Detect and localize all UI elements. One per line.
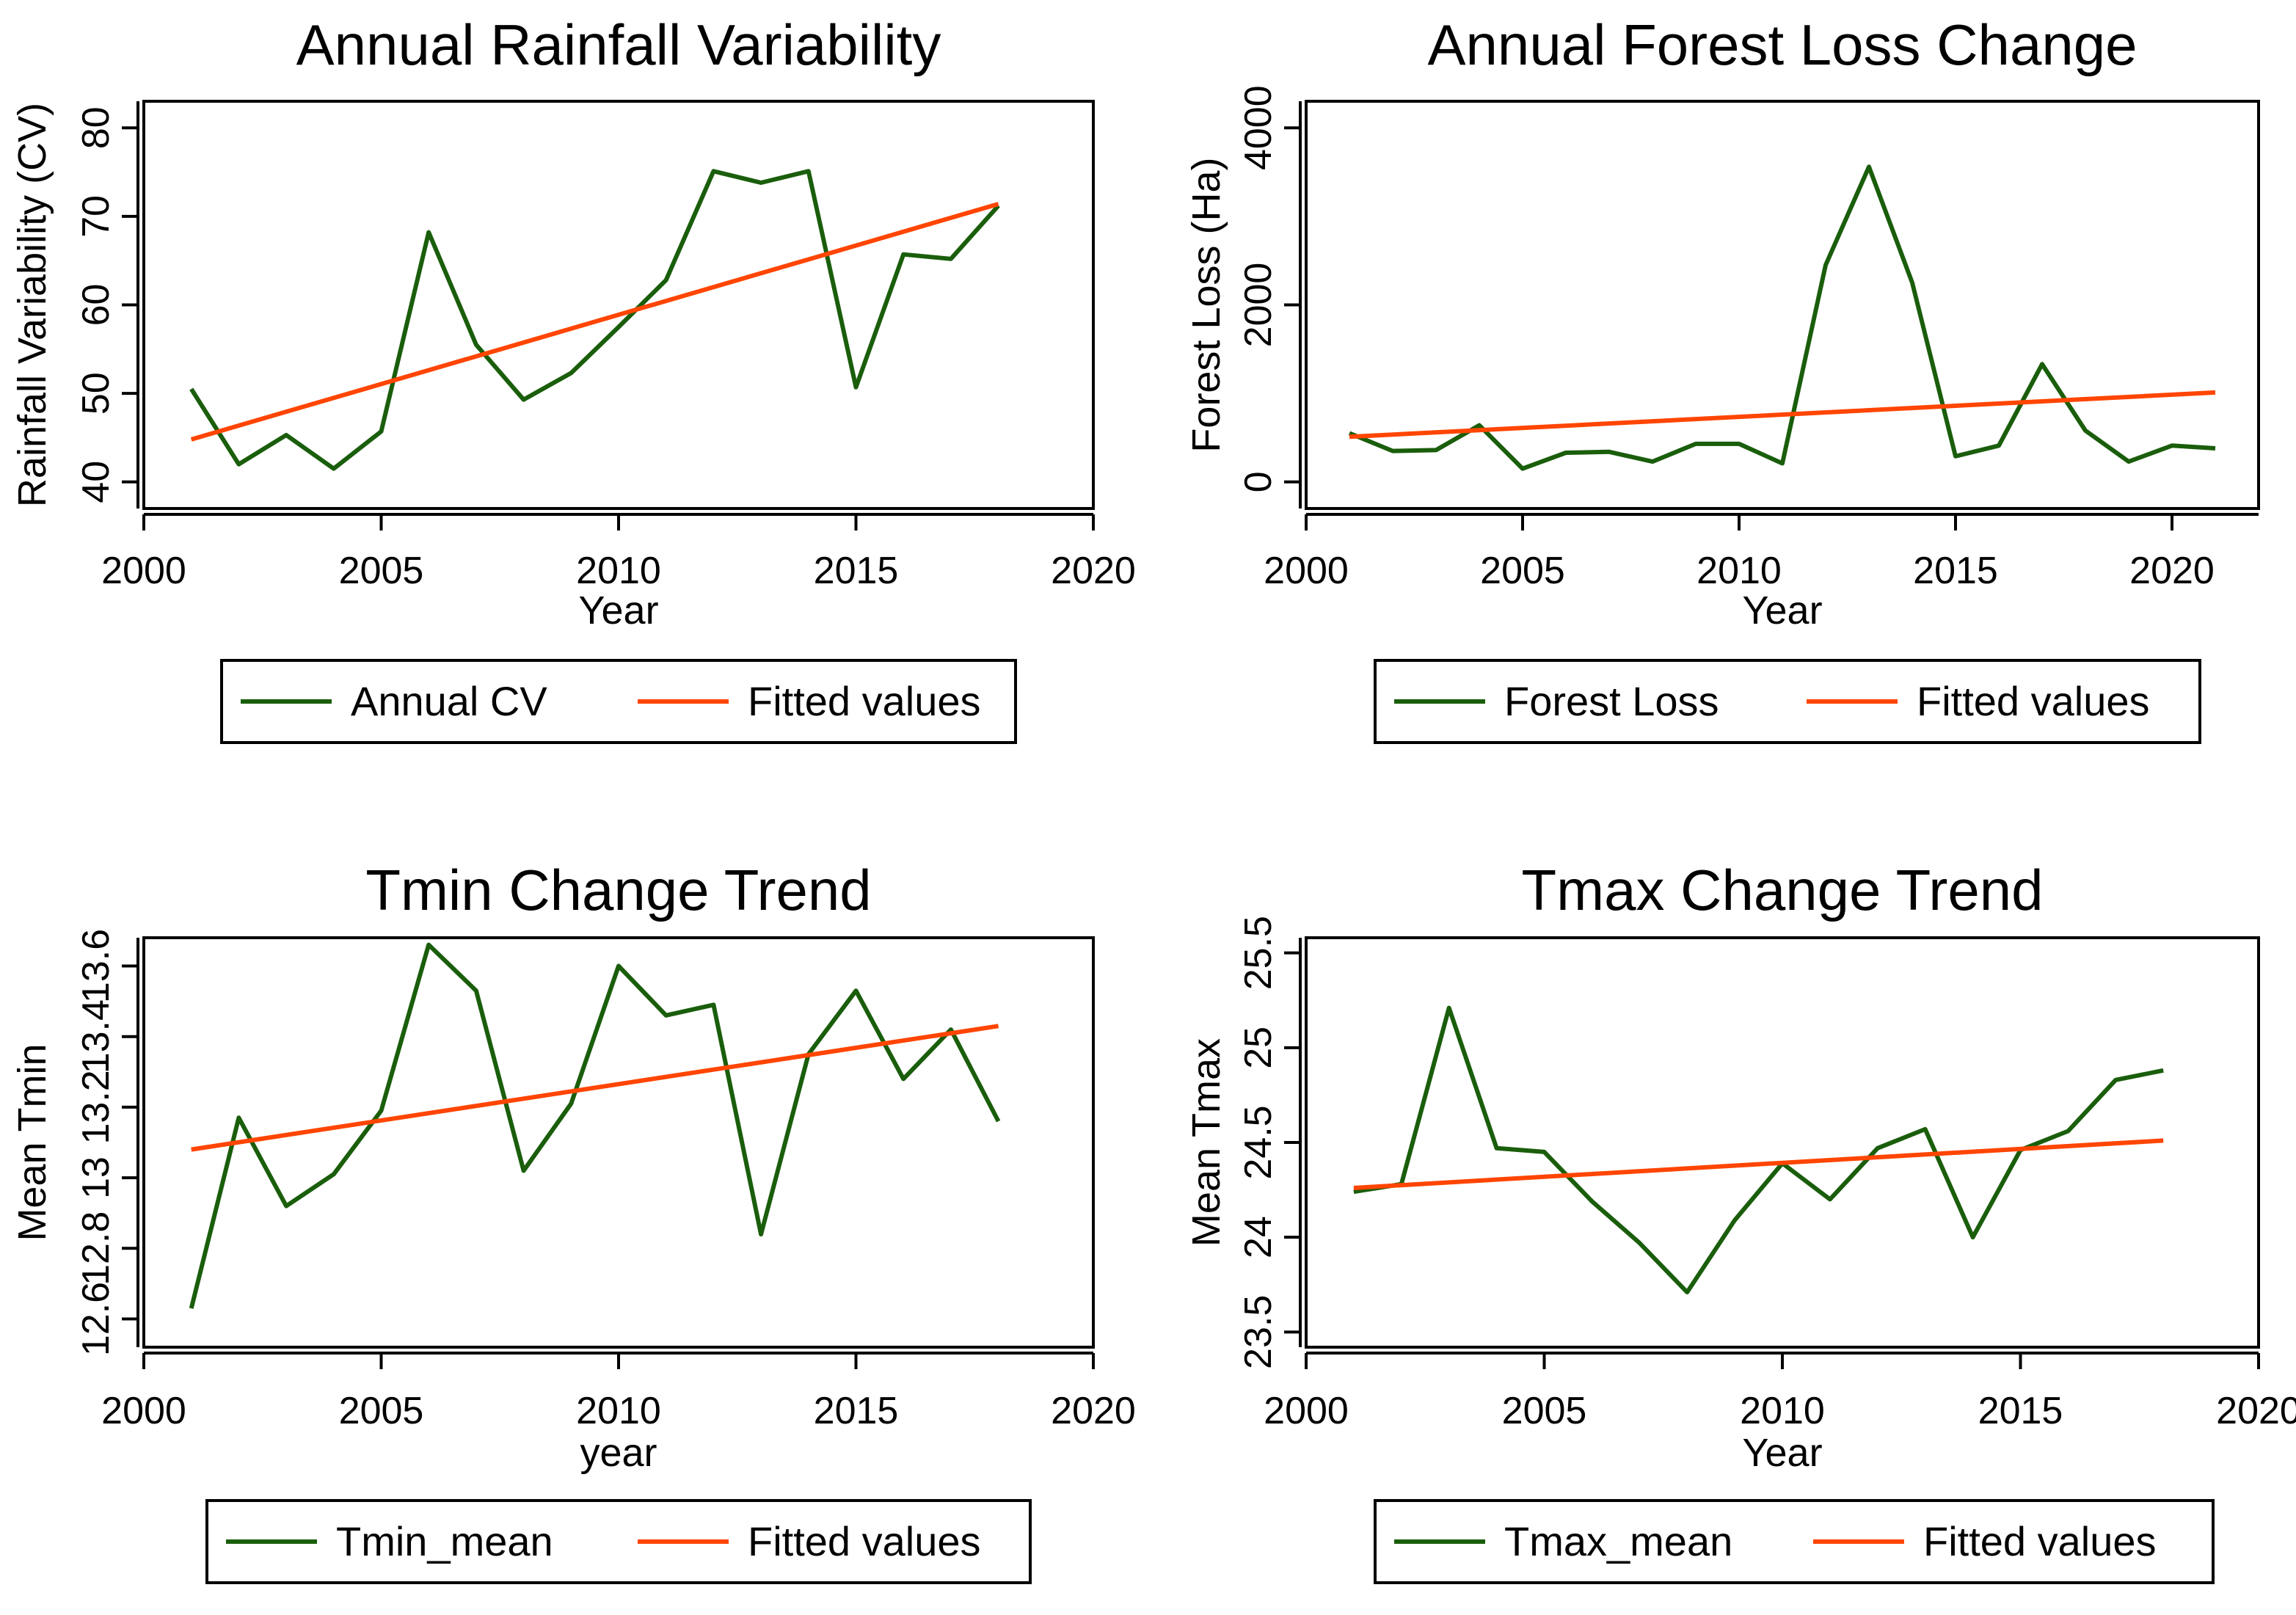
y-axis-title: Rainfall Variability (CV) bbox=[10, 103, 54, 507]
x-tick-label: 2000 bbox=[101, 550, 186, 592]
chart-title: Annual Forest Loss Change bbox=[1428, 12, 2138, 77]
y-axis-title: Mean Tmax bbox=[1184, 1038, 1228, 1247]
x-tick-label: 2010 bbox=[1740, 1390, 1825, 1432]
chart-panel-3: Tmin Change Trend 2000 2005 2010 2015 2020 12.… bbox=[10, 858, 1136, 1584]
legend-box bbox=[205, 1499, 1032, 1584]
y-tick-label: 24.5 bbox=[1237, 1105, 1280, 1179]
x-tick-label: 2020 bbox=[1051, 550, 1136, 592]
chart-title: Tmin Change Trend bbox=[365, 858, 871, 922]
y-tick-label: 50 bbox=[75, 372, 117, 415]
y-axis-title: Mean Tmin bbox=[10, 1043, 54, 1241]
chart-panel-1: Annual Rainfall Variability 2000 2005 2010 2… bbox=[10, 12, 1136, 744]
plot-frame bbox=[1305, 100, 2260, 510]
x-axis-title: Year bbox=[578, 588, 658, 632]
legend-label: Tmax_mean bbox=[1504, 1518, 1732, 1564]
y-tick-label: 23.5 bbox=[1237, 1295, 1280, 1369]
x-tick-label: 2015 bbox=[814, 1390, 899, 1432]
x-tick-label: 2000 bbox=[1264, 1390, 1349, 1432]
legend-label: Fitted values bbox=[1917, 678, 2150, 724]
x-tick-label: 2010 bbox=[576, 1390, 661, 1432]
series-line-fitted bbox=[1349, 390, 2216, 440]
series-line-observed bbox=[189, 942, 1001, 1309]
plot-frame bbox=[142, 100, 1095, 510]
series-line-fitted bbox=[191, 1024, 999, 1152]
x-tick-label: 2005 bbox=[1502, 1390, 1587, 1432]
y-tick-label: 80 bbox=[75, 106, 117, 149]
x-tick-label: 2010 bbox=[576, 550, 661, 592]
y-tick-label: 13.4 bbox=[75, 999, 117, 1073]
chart-title: Annual Rainfall Variability bbox=[296, 12, 941, 77]
legend-label: Fitted values bbox=[1923, 1518, 2157, 1564]
series-line-observed bbox=[189, 169, 1000, 471]
series-line-observed bbox=[1353, 1005, 2164, 1295]
y-axis-title: Forest Loss (Ha) bbox=[1184, 157, 1228, 452]
y-tick-label: 0 bbox=[1237, 471, 1280, 492]
x-tick-label: 2015 bbox=[1978, 1390, 2063, 1432]
series-line-observed bbox=[1348, 164, 2216, 471]
legend-label: Annual CV bbox=[351, 678, 547, 724]
y-tick-label: 40 bbox=[75, 461, 117, 503]
legend-box bbox=[220, 659, 1017, 744]
legend-label: Fitted values bbox=[748, 678, 981, 724]
y-tick-label: 4000 bbox=[1237, 85, 1280, 170]
series-line-fitted bbox=[1353, 1138, 2164, 1190]
x-tick-label: 2015 bbox=[1913, 550, 1998, 592]
x-axis-title: Year bbox=[1742, 588, 1822, 632]
x-tick-label: 2020 bbox=[2216, 1390, 2296, 1432]
x-tick-label: 2005 bbox=[339, 1390, 424, 1432]
x-tick-label: 2000 bbox=[101, 1390, 186, 1432]
chart-panel-4: Tmax Change Trend 2000 2005 2010 2015 2020 23.… bbox=[1184, 858, 2296, 1584]
x-tick-label: 2020 bbox=[2129, 550, 2215, 592]
legend-label: Fitted values bbox=[748, 1518, 981, 1564]
y-tick-label: 13 bbox=[75, 1156, 117, 1199]
x-tick-label: 2005 bbox=[1480, 550, 1565, 592]
x-tick-label: 2000 bbox=[1264, 550, 1349, 592]
x-tick-label: 2005 bbox=[339, 550, 424, 592]
legend-box bbox=[1374, 659, 2201, 744]
legend-label: Forest Loss bbox=[1504, 678, 1719, 724]
y-tick-label: 13.6 bbox=[75, 929, 117, 1003]
x-axis-title: Year bbox=[1742, 1431, 1822, 1475]
x-tick-label: 2020 bbox=[1051, 1390, 1136, 1432]
y-tick-label: 25.5 bbox=[1237, 916, 1280, 990]
chart-panel-2: Annual Forest Loss Change 2000 2005 2010 201… bbox=[1184, 12, 2260, 744]
y-tick-label: 24 bbox=[1237, 1216, 1280, 1258]
chart-title: Tmax Change Trend bbox=[1521, 858, 2043, 922]
series-line-fitted bbox=[190, 202, 999, 442]
y-tick-label: 12.6 bbox=[75, 1282, 117, 1356]
y-tick-label: 13.2 bbox=[75, 1070, 117, 1144]
plot-frame bbox=[142, 936, 1095, 1349]
x-tick-label: 2015 bbox=[814, 550, 899, 592]
y-tick-label: 60 bbox=[75, 284, 117, 327]
plot-frame bbox=[1305, 936, 2260, 1349]
y-tick-label: 25 bbox=[1237, 1027, 1280, 1069]
x-tick-label: 2010 bbox=[1697, 550, 1782, 592]
x-axis-title: year bbox=[580, 1431, 657, 1475]
y-tick-label: 2000 bbox=[1237, 263, 1280, 348]
y-tick-label: 12.8 bbox=[75, 1211, 117, 1286]
y-tick-label: 70 bbox=[75, 195, 117, 238]
legend-label: Tmin_mean bbox=[336, 1518, 553, 1564]
legend-box bbox=[1374, 1499, 2215, 1584]
